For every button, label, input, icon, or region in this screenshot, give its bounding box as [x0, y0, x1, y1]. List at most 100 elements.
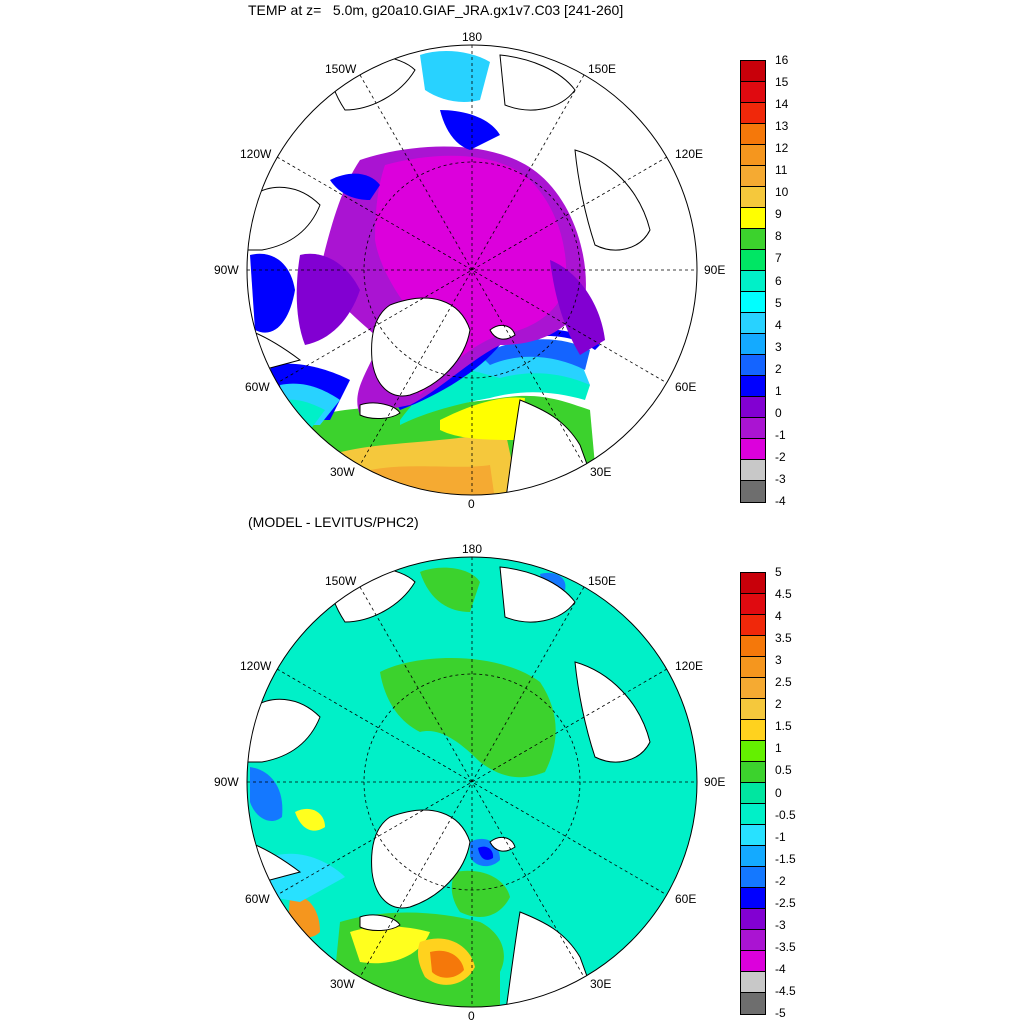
lon-label-60w: 60W [245, 380, 270, 394]
difference-colorbar-swatch [741, 762, 765, 783]
temperature-colorbar-tick-label: 16 [775, 53, 789, 67]
difference-colorbar-tick-label: 3.5 [775, 631, 792, 646]
temperature-colorbar-tick-label: 6 [775, 273, 782, 288]
temperature-colorbar-tick-label: -4 [775, 494, 786, 508]
lon-label-150e: 150E [588, 62, 617, 76]
lon-label-60e: 60E [675, 892, 697, 906]
difference-colorbar-swatch [741, 573, 765, 594]
lon-label-30w: 30W [330, 977, 355, 991]
temperature-colorbar-tick-label: -3 [775, 471, 786, 486]
difference-colorbar-swatch [741, 636, 765, 657]
temperature-colorbar-tick-label: 15 [775, 75, 789, 90]
temperature-colorbar-swatch [741, 481, 765, 502]
temperature-colorbar-swatch [741, 61, 765, 82]
graticule [247, 45, 697, 495]
difference-colorbar-tick-label: 1 [775, 741, 782, 756]
difference-colorbar-swatch [741, 657, 765, 678]
lon-label-120e: 120E [675, 659, 704, 673]
temperature-colorbar-tick-label: 0 [775, 405, 782, 420]
lon-label-120w: 120W [240, 147, 272, 161]
temperature-colorbar-tick-label: -2 [775, 449, 786, 464]
lon-label-30e: 30E [590, 977, 612, 991]
panel1-title: TEMP at z= 5.0m, g20a10.GIAF_JRA.gx1v7.C… [248, 2, 624, 18]
difference-colorbar-swatch [741, 699, 765, 720]
graticule [247, 557, 697, 1007]
difference-colorbar-tick-label: 2 [775, 697, 782, 712]
difference-colorbar-swatch [741, 867, 765, 888]
difference-colorbar-tick-label: -1.5 [775, 851, 796, 866]
lon-label-90w: 90W [214, 263, 239, 277]
lon-label-180: 180 [462, 542, 483, 556]
temperature-colorbar-tick-label: 4 [775, 317, 782, 332]
lon-label-150w: 150W [325, 62, 357, 76]
difference-colorbar-tick-label: 3 [775, 653, 782, 668]
temperature-colorbar-tick-label: 5 [775, 295, 782, 310]
difference-colorbar-swatch [741, 720, 765, 741]
difference-colorbar-swatch [741, 804, 765, 825]
temperature-colorbar-tick-label: 10 [775, 185, 789, 200]
temperature-colorbar-tick-label: 14 [775, 97, 789, 112]
difference-colorbar-swatch [741, 825, 765, 846]
temperature-colorbar-tick-label: 13 [775, 119, 789, 134]
temperature-colorbar-tick-label: 3 [775, 339, 782, 354]
temperature-colorbar-swatch [741, 292, 765, 313]
difference-colorbar-tick-label: -3 [775, 917, 786, 932]
difference-colorbar-swatch [741, 972, 765, 993]
lon-label-120e: 120E [675, 147, 704, 161]
temperature-colorbar-tick-label: 8 [775, 229, 782, 244]
difference-colorbar-tick-label: 4 [775, 609, 782, 624]
difference-colorbar-tick-label: 4.5 [775, 587, 792, 602]
temperature-colorbar [740, 60, 766, 503]
lon-label-90e: 90E [704, 775, 726, 789]
temperature-colorbar-tick-label: 7 [775, 251, 782, 266]
lon-label-30w: 30W [330, 465, 355, 479]
lon-label-30e: 30E [590, 465, 612, 479]
temperature-colorbar-swatch [741, 187, 765, 208]
temperature-colorbar-swatch [741, 418, 765, 439]
temperature-colorbar-tick-label: -1 [775, 427, 786, 442]
temperature-colorbar-tick-label: 1 [775, 383, 782, 398]
temperature-colorbar-swatch [741, 397, 765, 418]
difference-colorbar-tick-label: 0 [775, 785, 782, 800]
temperature-colorbar-swatch [741, 103, 765, 124]
lon-label-90e: 90E [704, 263, 726, 277]
lon-label-90w: 90W [214, 775, 239, 789]
temperature-colorbar-swatch [741, 208, 765, 229]
difference-colorbar [740, 572, 766, 1015]
temperature-colorbar-swatch [741, 124, 765, 145]
temperature-colorbar-swatch [741, 271, 765, 292]
difference-colorbar-swatch [741, 909, 765, 930]
lon-label-60e: 60E [675, 380, 697, 394]
difference-colorbar-swatch [741, 615, 765, 636]
difference-colorbar-tick-label: -4 [775, 961, 786, 976]
temperature-colorbar-tick-label: 12 [775, 141, 789, 156]
temperature-colorbar-swatch [741, 145, 765, 166]
difference-colorbar-tick-label: -0.5 [775, 807, 796, 822]
difference-colorbar-swatch [741, 846, 765, 867]
lon-label-150e: 150E [588, 574, 617, 588]
difference-colorbar-tick-label: 5 [775, 565, 782, 579]
difference-colorbar-tick-label: -2 [775, 873, 786, 888]
temperature-colorbar-swatch [741, 355, 765, 376]
difference-colorbar-tick-label: -3.5 [775, 939, 796, 954]
lon-label-180: 180 [462, 30, 483, 44]
difference-colorbar-tick-label: -2.5 [775, 895, 796, 910]
difference-colorbar-tick-label: -1 [775, 829, 786, 844]
lon-label-60w: 60W [245, 892, 270, 906]
difference-colorbar-swatch [741, 678, 765, 699]
temperature-colorbar-swatch [741, 439, 765, 460]
temperature-colorbar-swatch [741, 460, 765, 481]
lon-label-120w: 120W [240, 659, 272, 673]
difference-colorbar-swatch [741, 951, 765, 972]
temperature-colorbar-tick-label: 11 [775, 163, 788, 178]
difference-colorbar-swatch [741, 930, 765, 951]
temperature-colorbar-swatch [741, 313, 765, 334]
panel2-title: (MODEL - LEVITUS/PHC2) [248, 514, 419, 530]
temperature-colorbar-swatch [741, 376, 765, 397]
lon-label-150w: 150W [325, 574, 357, 588]
lon-label-0: 0 [468, 1009, 475, 1023]
temperature-colorbar-swatch [741, 334, 765, 355]
temperature-colorbar-swatch [741, 229, 765, 250]
temperature-polar-map [246, 44, 698, 496]
difference-colorbar-tick-label: 1.5 [775, 719, 792, 734]
